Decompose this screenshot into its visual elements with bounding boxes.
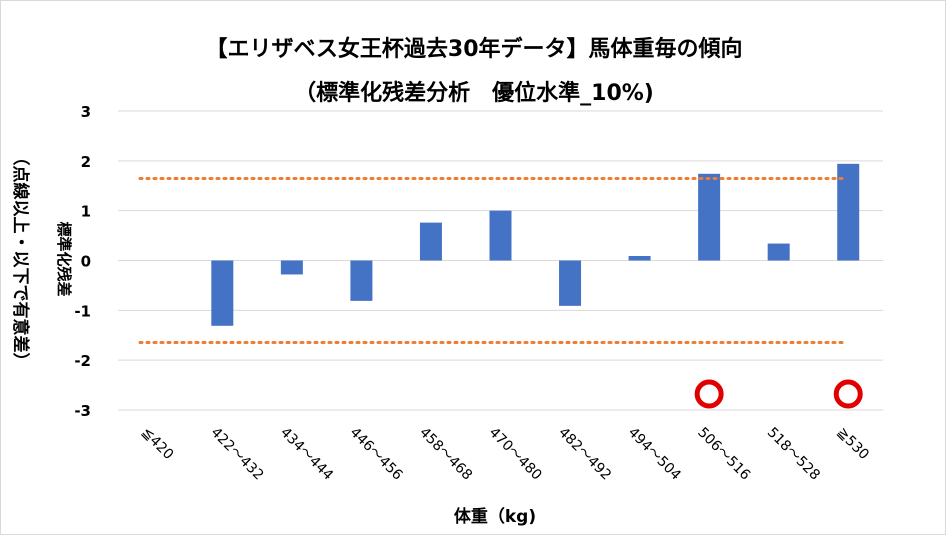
y-axis-label-note: （点線以上・以下で有意差） (10, 149, 31, 370)
y-tick-label: -1 (74, 302, 91, 320)
x-tick-label: 482～492 (555, 425, 614, 484)
x-tick-label: 422～432 (207, 425, 266, 484)
bar (350, 260, 373, 301)
y-tick-label: 0 (81, 253, 91, 271)
bar (489, 210, 512, 261)
bar (419, 222, 442, 261)
y-tick-label: 1 (81, 203, 91, 221)
x-tick-label: 518～528 (764, 425, 823, 484)
bar (211, 260, 234, 326)
bar (767, 243, 790, 261)
x-axis-label: 体重（kg) (454, 506, 536, 527)
y-tick-label: -3 (74, 402, 91, 420)
y-tick-label: -2 (74, 352, 91, 370)
x-tick-label: ≧530 (833, 425, 872, 464)
x-tick-label: ≦420 (138, 425, 177, 464)
bar (837, 163, 860, 261)
significance-marker (694, 379, 724, 409)
x-tick-label: 446～456 (347, 425, 406, 484)
chart-subtitle: （標準化残差分析 優位水準_10%) (294, 81, 654, 106)
x-tick-label: 494～504 (625, 425, 684, 484)
significance-marker (833, 379, 863, 409)
bar (698, 173, 721, 261)
bar (628, 256, 651, 261)
x-tick-label: 470～480 (486, 425, 545, 484)
y-axis-label: 標準化残差 (55, 221, 73, 296)
x-tick-label: 434～444 (277, 425, 336, 484)
chart-title: 【エリザベス女王杯過去30年データ】馬体重毎の傾向 (205, 37, 743, 62)
bar (559, 260, 582, 306)
bar (280, 260, 303, 275)
y-tick-label: 3 (81, 103, 91, 121)
x-tick-label: 506～516 (694, 425, 753, 484)
y-tick-label: 2 (81, 153, 91, 171)
x-tick-label: 458～468 (416, 425, 475, 484)
